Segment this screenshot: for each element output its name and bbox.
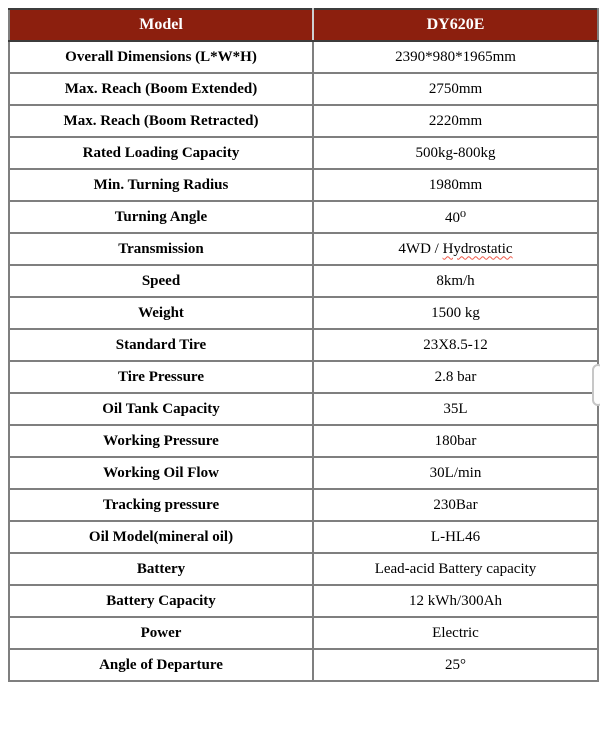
spec-label-cell: Weight (8, 296, 314, 330)
spec-label-cell: Speed (8, 264, 314, 298)
spec-label-cell: Oil Model(mineral oil) (8, 520, 314, 554)
spec-label-cell: Turning Angle (8, 200, 314, 234)
table-row: Angle of Departure 25° (8, 648, 599, 682)
table-row: Weight 1500 kg (8, 296, 599, 330)
spec-value-cell: 2750mm (312, 72, 599, 106)
spec-table-header: Model DY620E (8, 8, 599, 42)
spec-value-cell: 35L (312, 392, 599, 426)
table-row: Rated Loading Capacity 500kg-800kg (8, 136, 599, 170)
spec-label-cell: Tracking pressure (8, 488, 314, 522)
table-row: Standard Tire 23X8.5-12 (8, 328, 599, 362)
spec-label-cell: Overall Dimensions (L*W*H) (8, 40, 314, 74)
table-row: Tire Pressure 2.8 bar (8, 360, 599, 394)
spec-value-cell: Lead-acid Battery capacity (312, 552, 599, 586)
spec-label-cell: Battery (8, 552, 314, 586)
table-row: Min. Turning Radius 1980mm (8, 168, 599, 202)
spec-label-cell: Working Oil Flow (8, 456, 314, 490)
spec-value-cell: 500kg-800kg (312, 136, 599, 170)
header-row: Model DY620E (8, 8, 599, 42)
header-value-cell: DY620E (312, 8, 599, 42)
table-row: Max. Reach (Boom Extended) 2750mm (8, 72, 599, 106)
table-row: Turning Angle 40⁰ (8, 200, 599, 234)
table-row: Tracking pressure 230Bar (8, 488, 599, 522)
scrollbar-thumb[interactable] (592, 364, 600, 406)
spec-label-cell: Max. Reach (Boom Retracted) (8, 104, 314, 138)
spec-label-cell: Working Pressure (8, 424, 314, 458)
spec-label-cell: Angle of Departure (8, 648, 314, 682)
table-row: Speed 8km/h (8, 264, 599, 298)
spec-value-cell: 30L/min (312, 456, 599, 490)
spec-value-cell: 2220mm (312, 104, 599, 138)
spec-value-cell: 180bar (312, 424, 599, 458)
table-row: Overall Dimensions (L*W*H) 2390*980*1965… (8, 40, 599, 74)
table-row: Transmission 4WD / Hydrostatic (8, 232, 599, 266)
spec-value-cell: 1980mm (312, 168, 599, 202)
spec-label-cell: Power (8, 616, 314, 650)
spec-label-cell: Battery Capacity (8, 584, 314, 618)
spec-value-cell: 23X8.5-12 (312, 328, 599, 362)
spec-value-cell: 1500 kg (312, 296, 599, 330)
spec-value-cell: 25° (312, 648, 599, 682)
spec-value-cell: 40⁰ (312, 200, 599, 234)
spec-label-cell: Rated Loading Capacity (8, 136, 314, 170)
spec-label-cell: Min. Turning Radius (8, 168, 314, 202)
table-row: Working Pressure 180bar (8, 424, 599, 458)
spec-value-cell: 8km/h (312, 264, 599, 298)
spec-value-cell: L-HL46 (312, 520, 599, 554)
table-row: Battery Lead-acid Battery capacity (8, 552, 599, 586)
spec-label-cell: Max. Reach (Boom Extended) (8, 72, 314, 106)
table-row: Power Electric (8, 616, 599, 650)
table-row: Oil Model(mineral oil) L-HL46 (8, 520, 599, 554)
spec-label-cell: Oil Tank Capacity (8, 392, 314, 426)
spec-value-cell: 12 kWh/300Ah (312, 584, 599, 618)
table-row: Working Oil Flow 30L/min (8, 456, 599, 490)
table-row: Oil Tank Capacity 35L (8, 392, 599, 426)
spec-value-cell: 230Bar (312, 488, 599, 522)
spec-value-cell: Electric (312, 616, 599, 650)
spec-table: Model DY620E Overall Dimensions (L*W*H) … (8, 8, 599, 682)
spec-label-cell: Tire Pressure (8, 360, 314, 394)
spec-table-body: Overall Dimensions (L*W*H) 2390*980*1965… (8, 40, 599, 682)
spec-label-cell: Transmission (8, 232, 314, 266)
spellcheck-word: Hydrostatic (442, 240, 513, 257)
spec-value-cell: 4WD / Hydrostatic (312, 232, 599, 266)
spec-label-cell: Standard Tire (8, 328, 314, 362)
table-row: Battery Capacity 12 kWh/300Ah (8, 584, 599, 618)
header-model-cell: Model (8, 8, 314, 42)
table-row: Max. Reach (Boom Retracted) 2220mm (8, 104, 599, 138)
spec-value-cell: 2390*980*1965mm (312, 40, 599, 74)
spec-value-cell: 2.8 bar (312, 360, 599, 394)
